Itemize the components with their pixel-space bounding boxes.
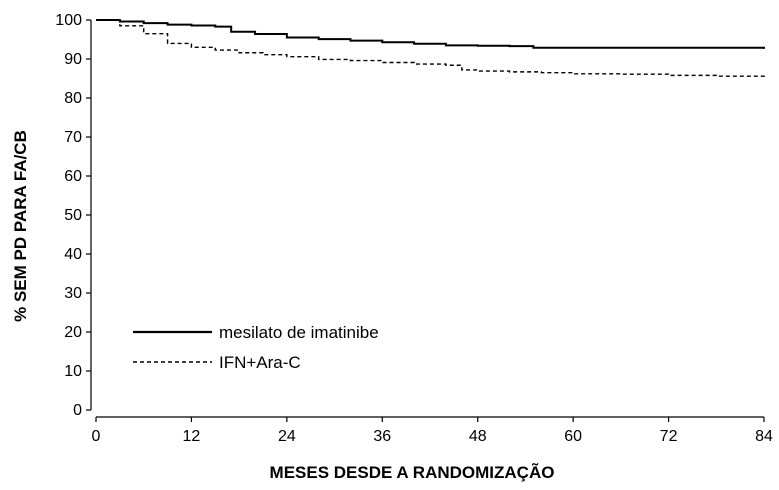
x-tick-label: 12 <box>183 428 201 445</box>
x-axis-title: MESES DESDE A RANDOMIZAÇÃO <box>270 462 555 482</box>
y-tick-label: 10 <box>64 363 82 380</box>
y-tick-label: 30 <box>64 285 82 302</box>
y-tick-label: 90 <box>64 51 82 68</box>
series-line-2 <box>96 19 765 78</box>
series-layer <box>96 19 765 78</box>
x-tick-label: 36 <box>373 428 391 445</box>
x-tick-label: 60 <box>564 428 582 445</box>
legend-label-2: IFN+Ara-C <box>219 353 301 372</box>
y-tick-label: 40 <box>64 246 82 263</box>
y-tick-label: 20 <box>64 324 82 341</box>
x-tick-label: 24 <box>278 428 296 445</box>
legend-label-1: mesilato de imatinibe <box>219 323 379 342</box>
y-tick-label: 60 <box>64 168 82 185</box>
y-tick-label: 80 <box>64 90 82 107</box>
y-tick-label: 70 <box>64 129 82 146</box>
y-axis-title: % SEM PD PARA FA/CB <box>11 130 30 322</box>
x-tick-label: 48 <box>469 428 487 445</box>
y-tick-label: 0 <box>73 402 82 419</box>
axes: 0 10 20 30 40 50 60 70 80 90 100 0 12 24 36 48 60 72 84 <box>55 12 773 445</box>
series-line-1 <box>96 19 765 49</box>
y-tick-label: 100 <box>55 12 82 29</box>
x-tick-label: 0 <box>92 428 101 445</box>
y-tick-label: 50 <box>64 207 82 224</box>
x-tick-label: 84 <box>755 428 773 445</box>
legend: mesilato de imatinibe IFN+Ara-C <box>133 323 379 372</box>
x-tick-label: 72 <box>660 428 678 445</box>
